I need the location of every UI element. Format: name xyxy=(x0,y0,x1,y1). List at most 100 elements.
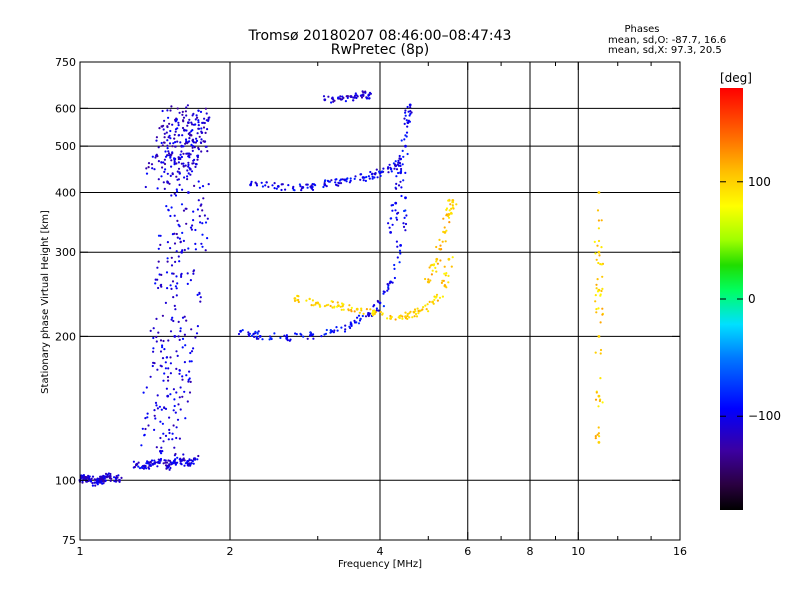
data-point xyxy=(170,287,173,290)
data-point xyxy=(167,438,170,441)
data-point xyxy=(155,139,158,142)
data-point xyxy=(160,161,163,164)
data-point xyxy=(167,116,170,119)
data-point xyxy=(377,309,380,312)
data-point xyxy=(157,160,160,163)
data-point xyxy=(429,279,432,282)
data-point xyxy=(161,166,164,169)
data-point xyxy=(599,348,603,352)
data-point xyxy=(388,226,391,229)
data-point xyxy=(176,170,179,173)
data-point xyxy=(338,179,342,182)
data-point xyxy=(350,306,353,309)
data-point xyxy=(164,361,167,364)
data-point xyxy=(444,285,447,288)
data-point xyxy=(440,281,443,284)
data-point xyxy=(273,187,276,190)
data-point xyxy=(426,303,429,306)
data-point xyxy=(386,289,389,292)
data-point xyxy=(191,146,194,149)
data-point xyxy=(190,328,193,331)
data-point xyxy=(201,209,204,212)
data-point xyxy=(188,131,191,134)
data-point xyxy=(344,100,347,103)
data-point xyxy=(190,350,194,353)
data-point xyxy=(595,308,598,311)
trace-e-layer xyxy=(78,472,123,487)
data-point xyxy=(394,318,397,321)
data-point xyxy=(200,141,203,145)
data-point xyxy=(173,133,176,136)
trace-o-cusp xyxy=(387,103,413,234)
data-point xyxy=(598,399,602,403)
data-point xyxy=(164,464,168,467)
data-point xyxy=(137,465,140,468)
data-point xyxy=(172,319,175,323)
data-point xyxy=(601,313,604,316)
data-point xyxy=(172,272,175,275)
data-point xyxy=(161,344,164,347)
data-point xyxy=(202,140,205,143)
data-point xyxy=(369,170,372,174)
data-point xyxy=(417,312,420,315)
data-point xyxy=(204,131,207,134)
data-point xyxy=(158,405,161,408)
data-point xyxy=(297,298,300,302)
data-point xyxy=(402,179,405,182)
data-point xyxy=(155,335,158,339)
data-point xyxy=(404,171,407,174)
data-point xyxy=(352,99,355,102)
data-point xyxy=(114,480,118,483)
data-point xyxy=(362,312,365,315)
y-tick-label: 100 xyxy=(55,474,76,487)
data-point xyxy=(161,450,164,453)
data-point xyxy=(362,94,365,97)
data-point xyxy=(444,274,447,277)
data-point xyxy=(371,175,374,178)
data-point xyxy=(145,167,148,170)
data-point xyxy=(337,96,340,99)
data-point xyxy=(406,105,409,109)
data-point xyxy=(173,304,176,307)
data-point xyxy=(450,265,453,268)
data-point xyxy=(166,394,170,398)
data-point xyxy=(169,109,172,112)
data-point xyxy=(379,174,382,177)
data-point xyxy=(597,405,600,408)
data-point xyxy=(175,287,178,290)
data-point xyxy=(280,188,283,192)
data-point xyxy=(160,446,163,449)
data-point xyxy=(434,266,437,269)
data-point xyxy=(195,163,198,166)
data-point xyxy=(176,282,179,285)
data-point xyxy=(344,324,347,327)
data-point xyxy=(179,462,182,465)
data-point xyxy=(184,462,187,465)
data-point xyxy=(396,256,399,259)
data-point xyxy=(179,153,182,156)
data-point xyxy=(193,184,196,187)
data-point xyxy=(170,264,174,267)
data-point xyxy=(595,283,598,286)
data-point xyxy=(375,309,378,312)
data-point xyxy=(345,178,348,181)
data-point xyxy=(596,290,600,293)
data-point xyxy=(159,243,162,246)
data-point xyxy=(314,303,317,306)
data-point xyxy=(168,463,171,466)
data-point xyxy=(404,209,407,212)
data-point xyxy=(187,121,190,124)
data-point xyxy=(151,364,154,368)
data-point xyxy=(599,294,602,297)
data-point xyxy=(353,177,356,180)
data-point xyxy=(427,278,430,281)
y-tick-label: 300 xyxy=(55,246,76,259)
data-point xyxy=(149,329,152,332)
data-point xyxy=(324,179,327,182)
data-point xyxy=(90,477,93,480)
data-point xyxy=(367,312,370,315)
data-point xyxy=(364,179,367,182)
data-point xyxy=(174,260,177,263)
data-point xyxy=(368,91,372,94)
data-point xyxy=(293,299,297,302)
